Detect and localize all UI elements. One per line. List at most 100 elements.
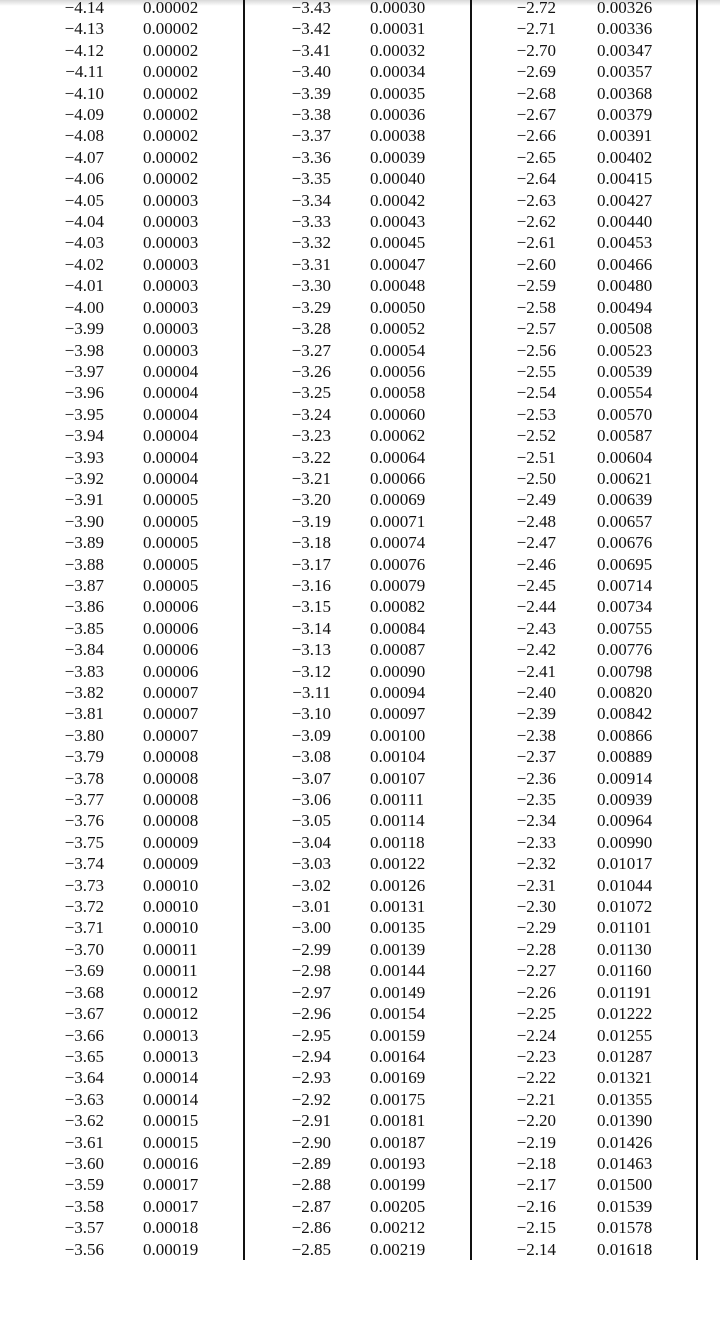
z-value: −3.33 [291,212,331,232]
probability-value: 0.00005 [143,575,199,595]
probability-value: 0.00005 [143,554,199,574]
probability-value: 0.00005 [143,490,199,510]
probability-value: 0.01618 [597,1239,653,1259]
z-value: −3.65 [64,1046,104,1066]
probability-value: 0.01578 [597,1218,653,1238]
probability-value: 0.00004 [143,361,199,381]
z-value: −2.32 [516,854,556,874]
probability-value: 0.00011 [143,939,198,959]
probability-value: 0.00003 [143,297,199,317]
column-divider [696,0,698,1260]
z-value: −3.19 [291,511,331,531]
z-value: −3.72 [64,897,104,917]
probability-value: 0.00219 [370,1239,426,1259]
probability-value: 0.00047 [370,254,426,274]
probability-value: 0.01101 [597,918,652,938]
z-value: −3.71 [64,918,104,938]
z-value: −2.51 [516,447,556,467]
probability-value: 0.00005 [143,533,199,553]
probability-value: 0.00010 [143,875,199,895]
probability-value: 0.01222 [597,1004,653,1024]
probability-value: 0.00010 [143,918,199,938]
probability-value: 0.00031 [370,19,426,39]
probability-value: 0.00011 [143,961,198,981]
z-value: −2.72 [516,0,556,17]
probability-value: 0.00052 [370,319,426,339]
probability-value: 0.00008 [143,768,199,788]
z-value: −3.86 [64,597,104,617]
z-value: −4.08 [64,126,104,146]
z-value: −2.99 [291,939,331,959]
z-value: −3.00 [291,918,331,938]
probability-value: 0.00040 [370,169,426,189]
probability-value: 0.00357 [597,62,653,82]
probability-value: 0.00002 [143,147,199,167]
probability-value: 0.00006 [143,618,199,638]
probability-value: 0.00453 [597,233,653,253]
z-value: −4.04 [64,212,104,232]
probability-value: 0.00154 [370,1004,426,1024]
z-value: −3.25 [291,383,331,403]
probability-value: 0.00205 [370,1196,426,1216]
z-value: −2.15 [516,1218,556,1238]
probability-value: 0.00149 [370,982,426,1002]
z-value: −3.84 [64,640,104,660]
probability-value: 0.00002 [143,62,199,82]
z-value: −3.61 [64,1132,104,1152]
probability-value: 0.00181 [370,1111,426,1131]
probability-value: 0.00003 [143,233,199,253]
probability-value: 0.00004 [143,468,199,488]
z-value: −3.16 [291,575,331,595]
probability-value: 0.00939 [597,790,653,810]
probability-value: 0.00118 [370,832,425,852]
probability-value: 0.00914 [597,768,653,788]
z-value: −2.60 [516,254,556,274]
z-value: −2.22 [516,1068,556,1088]
z-value: −2.59 [516,276,556,296]
probability-value: 0.00002 [143,105,199,125]
z-value: −3.97 [64,361,104,381]
probability-value: 0.00034 [370,62,426,82]
z-value: −3.95 [64,404,104,424]
z-value: −2.18 [516,1153,556,1173]
z-value: −3.63 [64,1089,104,1109]
z-value: −3.38 [291,105,331,125]
z-value: −3.01 [291,897,331,917]
z-value: −3.68 [64,982,104,1002]
z-value: −3.60 [64,1153,104,1173]
probability-value: 0.00539 [597,361,653,381]
probability-value: 0.00003 [143,254,199,274]
probability-value: 0.00676 [597,533,653,553]
z-value: −2.44 [516,597,556,617]
probability-value: 0.00094 [370,683,426,702]
probability-value: 0.01072 [597,897,653,917]
z-value: −3.78 [64,768,104,788]
probability-value: 0.00007 [143,725,199,745]
z-value: −2.38 [516,725,556,745]
z-value: −2.54 [516,383,556,403]
probability-value: 0.00820 [597,683,653,702]
probability-value: 0.01321 [597,1068,653,1088]
z-value: −2.98 [291,961,331,981]
probability-value: 0.00003 [143,340,199,360]
z-value: −2.47 [516,533,556,553]
probability-value: 0.00379 [597,105,653,125]
probability-value: 0.00368 [597,83,653,103]
probability-value: 0.00798 [597,661,653,681]
z-value: −3.18 [291,533,331,553]
z-value: −2.95 [291,1025,331,1045]
probability-value: 0.00002 [143,40,199,60]
z-value: −3.59 [64,1175,104,1195]
probability-value: 0.00035 [370,83,426,103]
z-value: −2.69 [516,62,556,82]
probability-value: 0.00004 [143,383,199,403]
z-value: −2.14 [516,1239,556,1259]
z-value: −3.28 [291,319,331,339]
probability-value: 0.00003 [143,212,199,232]
probability-value: 0.00018 [143,1218,199,1238]
probability-value: 0.00097 [370,704,426,724]
probability-value: 0.00042 [370,190,426,210]
z-value: −3.30 [291,276,331,296]
probability-value: 0.00015 [143,1111,199,1131]
z-value: −3.11 [292,683,331,702]
